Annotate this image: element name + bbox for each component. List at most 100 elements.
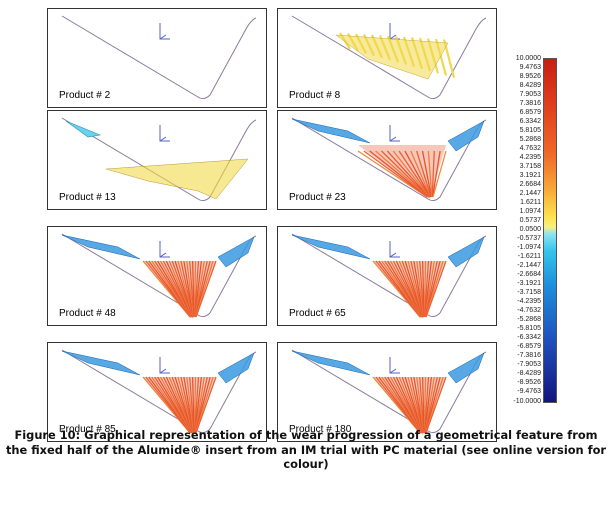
wear-line	[407, 376, 424, 434]
wear-line	[419, 376, 425, 434]
wear-line	[386, 150, 430, 198]
legend-tick: 8.4289	[519, 81, 541, 89]
panel-product-8: Product # 8	[277, 8, 497, 108]
legend-tick: -10.0000	[513, 397, 541, 405]
axis-triad	[159, 23, 170, 40]
legend-tick: -3.1921	[517, 280, 541, 288]
wear-line	[416, 150, 432, 198]
legend-tick: 2.1447	[519, 189, 541, 197]
wear-region	[358, 145, 446, 199]
panel-label: Product # 13	[59, 192, 116, 203]
figure-caption: Figure 10: Graphical representation of t…	[5, 428, 607, 471]
wear-line	[410, 150, 432, 198]
axis-triad	[159, 241, 170, 258]
legend-tick: 9.4763	[519, 63, 541, 71]
wear-line	[193, 260, 200, 318]
wear-region	[373, 261, 446, 319]
wear-line	[410, 260, 424, 318]
wear-plot	[291, 15, 487, 100]
wear-region	[105, 158, 249, 200]
legend-tick: -7.3816	[517, 352, 541, 360]
wear-line	[424, 260, 433, 318]
wear-line	[191, 376, 195, 434]
wear-line	[195, 260, 217, 318]
legend-tick: 4.2395	[519, 153, 541, 161]
wear-line	[194, 376, 208, 434]
legend-tick: 7.3816	[519, 99, 541, 107]
wear-line	[194, 260, 203, 318]
wear-line	[177, 376, 194, 434]
wear-line	[174, 260, 194, 318]
wear-line	[189, 260, 195, 318]
legend-tick: -0.5737	[517, 235, 541, 243]
wear-line	[183, 376, 195, 434]
feature-profile	[291, 15, 487, 100]
wear-region-cool	[61, 234, 141, 260]
wear-line	[424, 376, 435, 434]
panel-label: Product # 8	[289, 90, 341, 101]
legend-tick: -1.6211	[517, 253, 541, 261]
panel-label: Product # 2	[59, 90, 111, 101]
panel-label: Product # 180	[289, 424, 352, 435]
wear-plot	[61, 349, 257, 435]
wear-line	[194, 376, 205, 434]
legend-tick: 8.9526	[519, 72, 541, 80]
wear-line	[424, 260, 438, 318]
wear-line	[398, 150, 431, 198]
axis-triad	[159, 357, 170, 374]
wear-line	[193, 376, 200, 434]
wear-region-cool	[291, 118, 371, 144]
axis-triad	[159, 125, 170, 142]
legend-tick: 7.9053	[519, 90, 541, 98]
panel-label: Product # 65	[289, 308, 346, 319]
legend-tick: -4.7632	[517, 307, 541, 315]
panel-product-65: Product # 65	[277, 226, 497, 326]
wear-line	[410, 376, 424, 434]
axis-triad	[389, 125, 400, 142]
legend-tick: -8.9526	[517, 379, 541, 387]
wear-plot	[291, 349, 487, 435]
wear-line	[194, 376, 211, 434]
wear-plot	[291, 117, 487, 202]
wear-line	[375, 150, 429, 198]
panel-label: Product # 48	[59, 308, 116, 319]
legend-tick: -7.9053	[517, 361, 541, 369]
legend-tick: 4.7632	[519, 144, 541, 152]
legend-tick: -5.2868	[517, 316, 541, 324]
wear-line	[401, 376, 424, 434]
wear-line	[183, 260, 195, 318]
wear-region-cool	[447, 120, 485, 152]
axis-triad	[389, 357, 400, 374]
wear-line	[180, 260, 194, 318]
legend-tick: 3.1921	[519, 171, 541, 179]
wear-line	[404, 260, 424, 318]
panel-product-23: Product # 23	[277, 110, 497, 210]
wear-region-cool	[291, 234, 371, 260]
panel-product-2: Product # 2	[47, 8, 267, 108]
wear-region-cool	[217, 236, 255, 268]
wear-line	[180, 376, 194, 434]
color-legend: 10.0000 9.4763 8.9526 8.4289 7.9053 7.3816 6.8…	[505, 55, 567, 415]
panel-product-85: Product # 85	[47, 342, 267, 442]
panel-label: Product # 85	[59, 424, 116, 435]
wear-line	[424, 376, 438, 434]
wear-line	[431, 150, 441, 198]
wear-line	[363, 150, 428, 198]
wear-line	[423, 260, 430, 318]
legend-tick: 10.0000	[515, 54, 541, 62]
axis-triad	[389, 241, 400, 258]
legend-tick: 1.0974	[519, 207, 541, 215]
axis-triad	[389, 23, 400, 40]
legend-tick: -6.8579	[517, 343, 541, 351]
wear-line	[423, 376, 430, 434]
wear-line	[392, 150, 430, 198]
legend-tick: -4.2395	[517, 298, 541, 306]
wear-line	[189, 376, 195, 434]
wear-line	[423, 260, 427, 318]
wear-line	[421, 260, 425, 318]
feature-profile	[61, 117, 257, 202]
wear-line	[424, 376, 441, 434]
legend-tick: 2.6684	[519, 180, 541, 188]
wear-line	[427, 150, 433, 198]
panel-product-13: Product # 13	[47, 110, 267, 210]
